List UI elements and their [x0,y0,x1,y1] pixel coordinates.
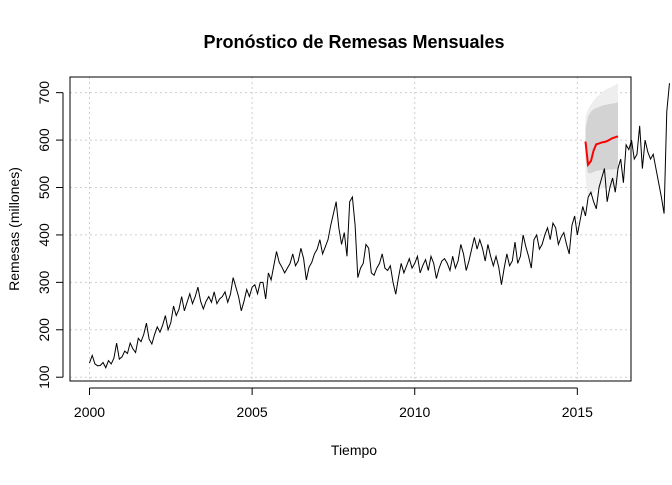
y-tick-label: 600 [36,128,52,152]
x-tick-label: 2015 [562,404,593,420]
x-axis: 2000 2005 2010 2015 [74,387,593,420]
y-tick-label: 300 [36,270,52,294]
x-axis-label: Tiempo [331,442,377,458]
interval-80-band [585,102,618,174]
x-tick-label: 2005 [237,404,268,420]
series-lines [89,83,670,369]
y-tick-label: 100 [36,365,52,389]
x-tick-label: 2010 [399,404,430,420]
y-tick-label: 500 [36,176,52,200]
y-tick-label: 700 [36,81,52,105]
plot-border [69,76,632,382]
y-tick-label: 200 [36,318,52,342]
forecast-intervals [585,83,618,198]
y-axis-label: Remesas (millones) [6,167,22,291]
history-line [89,83,670,369]
y-tick-label: 400 [36,223,52,247]
y-axis: 100 200 300 400 500 600 700 [36,81,64,389]
forecast-line [584,135,619,168]
chart-title: Pronóstico de Remesas Mensuales [203,32,504,52]
x-tick-label: 2000 [74,404,105,420]
grid-lines [70,77,631,381]
